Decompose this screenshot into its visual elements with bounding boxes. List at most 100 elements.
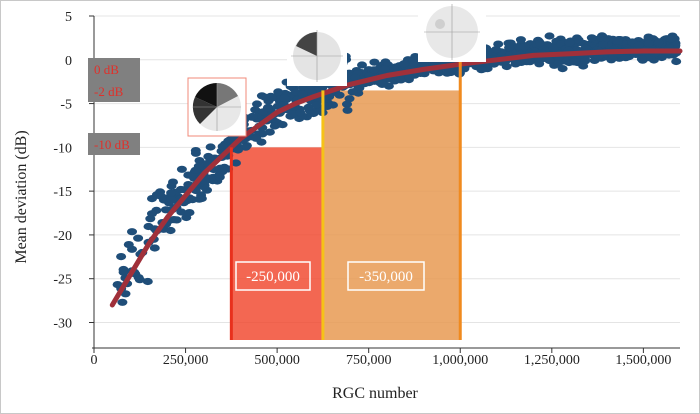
data-point: [598, 40, 608, 49]
data-point: [620, 54, 631, 62]
data-point: [491, 46, 502, 54]
y-tick-label: 0: [65, 54, 72, 69]
data-point: [240, 143, 251, 151]
data-point: [231, 159, 241, 167]
md-tag-label: 0 dB: [94, 62, 119, 77]
x-tick-label: 0: [91, 353, 98, 368]
field-defect-dark: [195, 82, 217, 107]
y-tick-label: 5: [65, 10, 72, 25]
md-tag-label: -2 dB: [94, 84, 124, 99]
md-tags: 0 dB -2 dB -10 dB: [88, 58, 140, 155]
band-label: -250,000: [246, 269, 300, 285]
data-point: [117, 298, 128, 306]
data-point: [171, 216, 182, 224]
x-tick-label: 1,000,000: [432, 353, 488, 368]
data-point: [273, 88, 284, 96]
band-label-box: [347, 261, 425, 291]
data-point: [476, 66, 487, 74]
highlight-regions: [231, 90, 461, 340]
x-tick-labels: 0 250,000 500,000 750,000 1,000,000 1,250,000…: [91, 348, 671, 368]
band-labels: -250,000 -350,000: [235, 261, 425, 291]
field-defect-light: [435, 19, 445, 29]
x-axis-label: RGC number: [332, 385, 418, 402]
data-point: [344, 95, 355, 103]
region-red: [231, 147, 323, 340]
data-point: [205, 143, 216, 151]
data-point: [377, 80, 388, 88]
data-point: [176, 165, 187, 173]
y-tick-label: -30: [53, 316, 72, 331]
data-point: [504, 44, 515, 52]
data-point: [304, 85, 315, 93]
data-point: [260, 93, 271, 101]
field-defect-dark: [296, 32, 317, 56]
data-point: [404, 73, 415, 81]
x-tick-label: 250,000: [163, 353, 209, 368]
data-point: [204, 154, 215, 162]
y-tick-label: -20: [53, 229, 72, 244]
data-point: [586, 34, 597, 42]
data-point: [165, 226, 176, 235]
data-point: [176, 208, 187, 216]
reference-lines: [229, 59, 462, 340]
data-point: [544, 32, 555, 40]
x-tick-label: 750,000: [346, 353, 392, 368]
data-point: [519, 43, 530, 51]
data-point: [247, 112, 258, 121]
y-tick-label: -15: [53, 185, 72, 200]
band-label: -350,000: [359, 269, 413, 285]
data-point: [580, 44, 591, 53]
y-tick-label: -5: [60, 98, 72, 113]
data-point: [535, 39, 546, 47]
data-point: [168, 178, 178, 186]
data-point: [653, 38, 664, 47]
data-point: [251, 134, 262, 142]
data-point: [190, 166, 201, 174]
data-point: [357, 61, 367, 69]
data-point: [116, 253, 127, 261]
data-point: [671, 57, 682, 66]
y-tick-labels: 5 0 -5 -10 -15 -20 -25 -30: [53, 10, 94, 331]
data-point: [295, 109, 306, 117]
data-point: [548, 44, 559, 52]
data-point: [143, 222, 154, 231]
data-point: [134, 276, 145, 284]
data-point: [214, 171, 225, 179]
data-point: [184, 209, 195, 217]
data-point: [342, 100, 352, 108]
y-axis-label: Mean deviation (dB): [13, 130, 30, 263]
data-point: [395, 76, 406, 84]
data-point: [633, 41, 644, 49]
data-point: [142, 277, 153, 286]
data-point: [194, 157, 205, 165]
x-tick-label: 500,000: [254, 353, 300, 368]
data-point: [127, 228, 137, 236]
data-point: [166, 189, 177, 197]
data-point: [311, 101, 322, 109]
data-point: [156, 192, 167, 201]
data-point: [515, 36, 526, 44]
data-point: [166, 195, 177, 203]
data-point: [133, 234, 144, 242]
data-point: [557, 65, 568, 73]
band-label-box: [235, 261, 311, 291]
data-point: [442, 69, 453, 77]
data-point: [187, 172, 198, 180]
data-point: [262, 104, 273, 112]
field-defect-mid: [217, 83, 238, 107]
data-point: [264, 128, 275, 136]
data-point: [297, 90, 308, 98]
data-point: [200, 177, 211, 185]
data-point: [636, 55, 647, 63]
data-point: [666, 35, 677, 43]
data-point: [277, 121, 288, 129]
data-point: [252, 100, 262, 108]
data-point: [347, 88, 358, 96]
data-point: [233, 146, 243, 154]
md-tag-label: -10 dB: [94, 137, 130, 152]
data-point: [493, 40, 504, 48]
data-point: [643, 39, 654, 48]
data-point: [369, 58, 380, 66]
y-tick-label: -10: [53, 141, 72, 156]
